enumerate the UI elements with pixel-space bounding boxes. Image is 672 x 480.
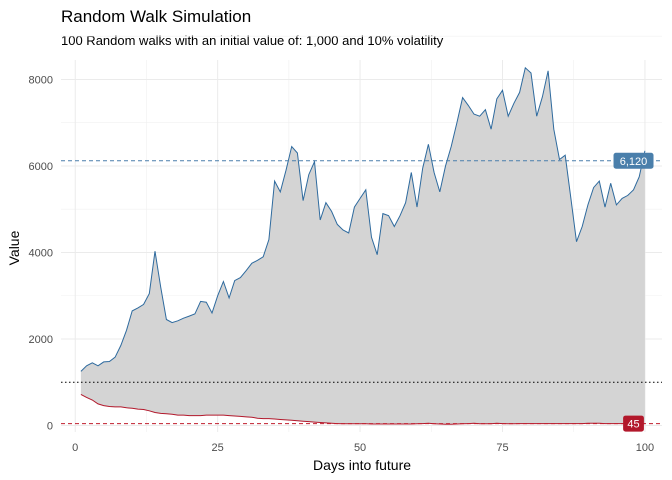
chart-subtitle: 100 Random walks with an initial value o… — [61, 33, 444, 48]
annotation-badge-label: 6,120 — [620, 156, 648, 168]
plot-area — [80, 66, 646, 425]
x-axis-label: Days into future — [313, 457, 411, 473]
annotation-badge-label: 45 — [627, 419, 639, 431]
chart-title: Random Walk Simulation — [61, 7, 251, 26]
x-tick-label: 25 — [212, 442, 224, 454]
annotations: 6,120 45 — [613, 152, 654, 432]
annotation-badge: 45 — [623, 415, 644, 432]
range-ribbon — [80, 67, 645, 425]
y-tick-label: 2000 — [29, 334, 53, 346]
x-tick-label: 75 — [496, 442, 508, 454]
x-tick-label: 50 — [354, 442, 366, 454]
axis-ticks: 0 25 50 75 100 0 2000 4000 6000 8000 — [29, 74, 655, 454]
annotation-badge-box — [613, 152, 654, 169]
series-line-max — [80, 66, 646, 372]
x-tick-label: 0 — [72, 442, 78, 454]
annotation-badge-box — [623, 415, 644, 432]
y-axis-label: Value — [6, 230, 22, 265]
y-tick-label: 8000 — [29, 74, 53, 86]
x-tick-label: 100 — [636, 442, 654, 454]
y-tick-label: 6000 — [29, 161, 53, 173]
annotation-badge: 6,120 — [613, 152, 654, 169]
y-tick-label: 0 — [47, 421, 53, 433]
reference-lines — [61, 160, 662, 425]
y-tick-label: 4000 — [29, 247, 53, 259]
